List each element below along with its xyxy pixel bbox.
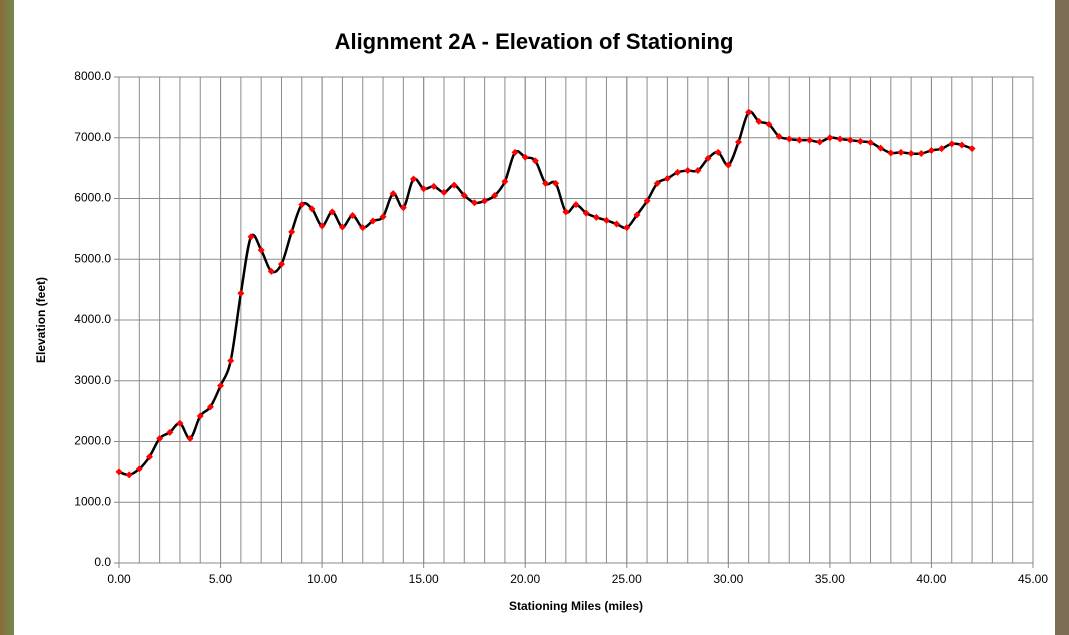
y-tick-label: 6000.0 bbox=[74, 191, 111, 205]
y-tick-label: 8000.0 bbox=[74, 69, 111, 83]
x-tick-label: 20.00 bbox=[510, 572, 540, 586]
y-tick-label: 1000.0 bbox=[74, 494, 111, 508]
y-axis-title: Elevation (feet) bbox=[34, 277, 48, 363]
x-tick-label: 15.00 bbox=[409, 572, 439, 586]
y-tick-label: 4000.0 bbox=[74, 312, 111, 326]
chart: Alignment 2A - Elevation of Stationing S… bbox=[0, 0, 1069, 635]
x-tick-label: 30.00 bbox=[713, 572, 743, 586]
x-tick-label: 0.00 bbox=[107, 572, 131, 586]
chart-area bbox=[14, 0, 1055, 635]
x-axis-title: Stationing Miles (miles) bbox=[509, 599, 643, 613]
x-tick-label: 35.00 bbox=[815, 572, 845, 586]
y-tick-label: 7000.0 bbox=[74, 130, 111, 144]
y-tick-label: 0.0 bbox=[94, 555, 111, 569]
x-tick-label: 45.00 bbox=[1018, 572, 1048, 586]
y-tick-label: 2000.0 bbox=[74, 434, 111, 448]
x-tick-label: 25.00 bbox=[612, 572, 642, 586]
chart-title: Alignment 2A - Elevation of Stationing bbox=[335, 29, 734, 54]
y-tick-label: 3000.0 bbox=[74, 373, 111, 387]
y-tick-label: 5000.0 bbox=[74, 251, 111, 265]
x-tick-label: 5.00 bbox=[209, 572, 233, 586]
x-tick-label: 10.00 bbox=[307, 572, 337, 586]
x-tick-label: 40.00 bbox=[916, 572, 946, 586]
